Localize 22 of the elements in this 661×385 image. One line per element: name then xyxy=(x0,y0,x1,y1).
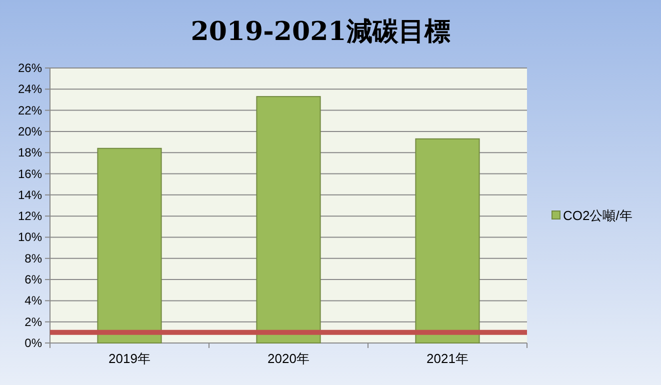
y-tick-label: 20% xyxy=(18,124,42,138)
chart-title: 2019-2021減碳目標 xyxy=(190,17,450,47)
x-tick-label: 2020年 xyxy=(268,351,310,366)
legend-label: CO2公噸/年 xyxy=(563,208,632,223)
bar xyxy=(97,148,162,344)
y-tick-label: 12% xyxy=(18,209,42,224)
y-tick-label: 22% xyxy=(18,103,42,118)
bar xyxy=(415,138,480,344)
y-tick-label: 10% xyxy=(18,230,42,244)
x-tick-label: 2021年 xyxy=(426,351,468,366)
y-tick-label: 2% xyxy=(24,314,42,329)
y-tick-label: 4% xyxy=(24,294,42,308)
bar xyxy=(256,96,321,344)
y-tick-label: 16% xyxy=(18,166,42,181)
y-tick-label: 6% xyxy=(24,272,42,287)
y-tick-label: 18% xyxy=(18,146,42,160)
y-tick-label: 8% xyxy=(24,251,42,266)
y-tick-label: 0% xyxy=(24,336,42,350)
x-tick-label: 2019年 xyxy=(108,351,150,366)
y-tick-label: 24% xyxy=(18,82,42,96)
y-tick-label: 26% xyxy=(18,61,42,75)
y-tick-label: 14% xyxy=(18,188,42,202)
